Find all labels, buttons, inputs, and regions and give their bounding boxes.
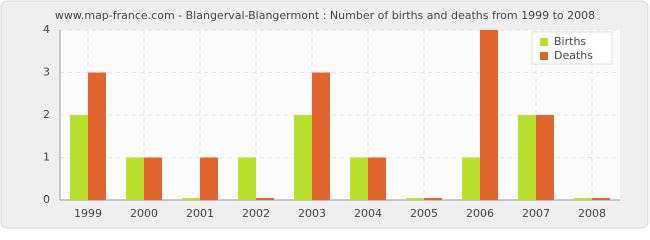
x-tick-label: 2000 [130, 207, 158, 220]
bar [238, 157, 256, 200]
bar [182, 198, 200, 200]
x-tick-label: 2002 [242, 207, 270, 220]
y-tick-label: 4 [43, 23, 50, 36]
x-tick-label: 2006 [466, 207, 494, 220]
bar [480, 30, 498, 200]
x-tick-label: 2004 [354, 207, 382, 220]
y-tick-label: 1 [43, 151, 50, 164]
y-tick-label: 0 [43, 193, 50, 206]
x-tick-label: 1999 [74, 207, 102, 220]
bar [592, 198, 610, 200]
bar [518, 115, 536, 200]
bar [462, 157, 480, 200]
bar [536, 115, 554, 200]
bar [424, 198, 442, 200]
y-tick-label: 2 [43, 108, 50, 121]
bar [200, 157, 218, 200]
x-tick-label: 2003 [298, 207, 326, 220]
bar [256, 198, 274, 200]
bar [294, 115, 312, 200]
bar [126, 157, 144, 200]
bar [144, 157, 162, 200]
bar [70, 115, 88, 200]
bar [350, 157, 368, 200]
x-tick-label: 2008 [578, 207, 606, 220]
x-tick-label: 2005 [410, 207, 438, 220]
legend-label: Births [554, 35, 586, 48]
bar [368, 157, 386, 200]
bar [312, 72, 330, 200]
chart-title: www.map-france.com - Blangerval-Blangerm… [55, 9, 595, 22]
x-tick-label: 2007 [522, 207, 550, 220]
legend-swatch [540, 52, 548, 60]
legend-label: Deaths [554, 49, 593, 62]
y-tick-label: 3 [43, 66, 50, 79]
bar [406, 198, 424, 200]
bar [88, 72, 106, 200]
chart: www.map-france.com - Blangerval-Blangerm… [0, 0, 649, 229]
legend-swatch [540, 38, 548, 46]
bar [574, 198, 592, 200]
x-tick-label: 2001 [186, 207, 214, 220]
